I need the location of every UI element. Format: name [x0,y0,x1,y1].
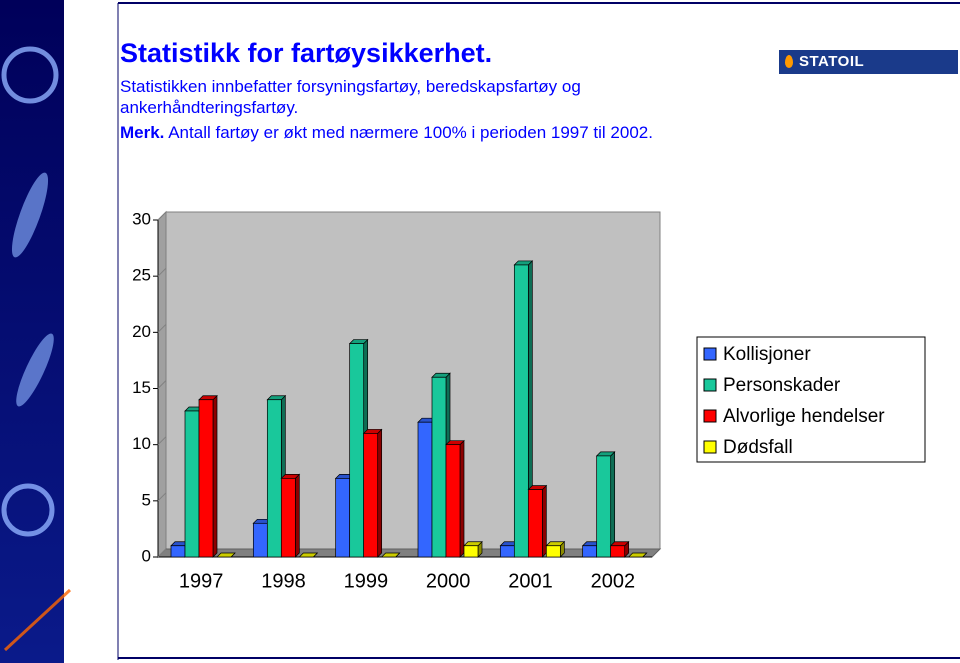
bar [198,399,214,558]
bar-side [459,439,465,558]
x-tick-label: 2000 [426,570,471,592]
bar [582,545,598,558]
bar [363,433,379,558]
legend-box [696,336,926,463]
y-tick-label: 0 [142,546,151,565]
bar [417,421,433,558]
bar [280,478,296,558]
legend-label: Kollisjoner [723,344,811,365]
bar-side [294,473,300,558]
bar-side [610,451,616,558]
bar-top [627,552,648,558]
bar [596,455,612,558]
grid-line [157,267,167,277]
subtitle: Statistikken innbefatter forsyningsfartø… [120,77,581,117]
y-tick-label: 25 [132,266,151,285]
logo: STATOIL [779,50,958,74]
bar [184,410,200,558]
x-tick-label: 1997 [179,570,224,592]
note-text: Antall fartøy er økt med nærmere 100% i … [168,123,653,142]
y-tick-label: 5 [142,490,151,509]
legend-label: Alvorlige hendelser [723,406,885,427]
grid-line [157,211,167,221]
back-wall [165,211,661,550]
bar [335,478,351,558]
legend-swatch [703,347,717,361]
grid-line [157,492,167,502]
x-tick-label: 1998 [261,570,306,592]
bar [610,545,626,558]
y-tick-label: 10 [132,434,151,453]
legend-swatch [703,378,717,392]
bar [170,545,186,558]
y-tick-label: 15 [132,378,151,397]
x-tick-label: 2002 [591,570,636,592]
decor-shapes [1,46,72,652]
grid-line [157,436,167,446]
bar [445,444,461,558]
note: Merk. Antall fartøy er økt med nærmere 1… [120,123,653,143]
legend-label: Personskader [723,375,841,396]
y-tick-label: 20 [132,322,151,341]
bar [527,489,543,558]
grid-line [157,548,167,558]
bar-top [380,552,401,558]
x-tick-label: 1999 [344,570,389,592]
bar-top [216,552,236,558]
bar [431,376,447,558]
grid-line [157,323,167,333]
bar [252,522,268,558]
bar [349,343,365,558]
bar-side [212,394,218,558]
bar-top [298,552,319,558]
bar [499,545,515,558]
legend-swatch [703,440,717,454]
bar [545,545,561,558]
bar [463,545,479,558]
title: Statistikk for fartøysikkerhet. [120,38,493,68]
bar [266,399,282,558]
x-tick-label: 2001 [508,570,553,592]
legend-swatch [703,409,717,423]
legend-label: Dødsfall [723,437,793,458]
y-tick-label: 30 [132,209,151,228]
bar [513,264,529,558]
decor-strip [0,0,64,663]
bar-side [377,428,383,558]
note-label: Merk. [120,123,165,142]
bar-side [541,484,547,558]
grid-line [157,380,167,389]
